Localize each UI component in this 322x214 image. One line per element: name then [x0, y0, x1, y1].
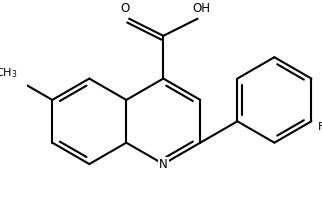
Text: O: O [120, 2, 129, 15]
Text: N: N [159, 158, 168, 171]
Text: F: F [318, 122, 322, 132]
Text: CH$_3$: CH$_3$ [0, 67, 18, 80]
Text: OH: OH [193, 2, 211, 15]
